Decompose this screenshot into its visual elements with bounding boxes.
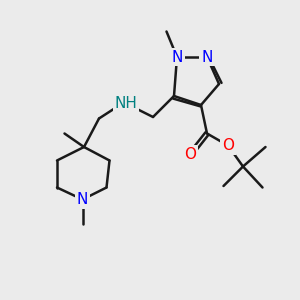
Text: N: N	[201, 50, 213, 64]
Text: N: N	[77, 192, 88, 207]
Text: NH: NH	[115, 96, 137, 111]
Text: O: O	[222, 138, 234, 153]
Text: O: O	[184, 147, 196, 162]
Text: N: N	[171, 50, 183, 64]
